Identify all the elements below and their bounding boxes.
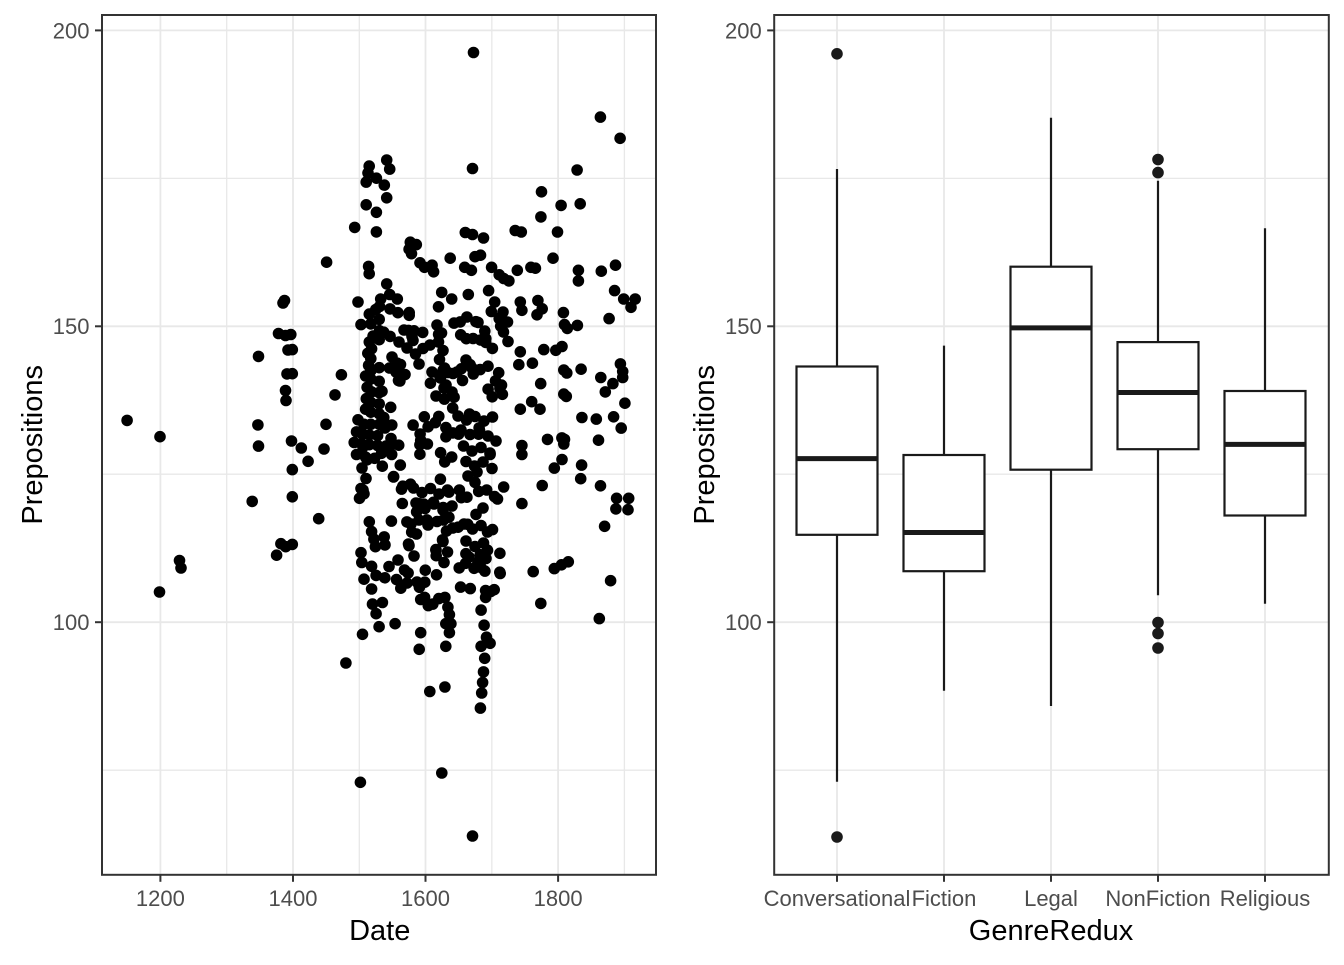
svg-text:Prepositions: Prepositions — [689, 365, 721, 525]
svg-text:200: 200 — [725, 18, 762, 43]
svg-text:NonFiction: NonFiction — [1105, 886, 1210, 911]
svg-text:150: 150 — [725, 314, 762, 339]
svg-text:1400: 1400 — [269, 886, 318, 911]
svg-text:100: 100 — [53, 610, 90, 635]
svg-text:1600: 1600 — [401, 886, 450, 911]
svg-text:Legal: Legal — [1024, 886, 1078, 911]
svg-text:100: 100 — [725, 610, 762, 635]
svg-text:1800: 1800 — [534, 886, 583, 911]
svg-text:Date: Date — [349, 915, 410, 947]
svg-text:GenreRedux: GenreRedux — [969, 915, 1134, 947]
svg-text:1200: 1200 — [136, 886, 185, 911]
svg-text:200: 200 — [53, 18, 90, 43]
svg-text:Prepositions: Prepositions — [17, 365, 49, 525]
svg-text:150: 150 — [53, 314, 90, 339]
svg-text:Religious: Religious — [1220, 886, 1311, 911]
svg-text:Fiction: Fiction — [912, 886, 977, 911]
svg-text:Conversational: Conversational — [764, 886, 911, 911]
